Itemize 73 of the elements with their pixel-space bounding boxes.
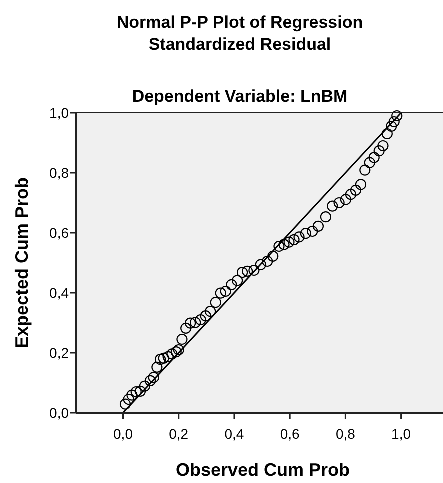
point [200, 310, 212, 322]
point [226, 279, 238, 290]
y-tick-label: 0,2 [50, 345, 70, 361]
point [392, 110, 403, 122]
point [134, 386, 146, 397]
point [173, 344, 184, 356]
point [255, 259, 266, 270]
point [170, 346, 182, 358]
x-axis-title: Observed Cum Prob [176, 460, 350, 480]
x-tick-label: 0,0 [114, 426, 134, 442]
point [327, 200, 338, 212]
point [130, 386, 142, 398]
point [123, 394, 134, 406]
point [210, 297, 222, 308]
x-tick-label: 0,2 [169, 426, 189, 442]
point [374, 146, 385, 157]
point [195, 314, 206, 326]
point [120, 398, 132, 410]
point [345, 189, 357, 200]
point [360, 164, 371, 176]
x-tick-label: 0,6 [280, 426, 300, 442]
point [288, 234, 300, 246]
point [382, 128, 393, 140]
point [144, 375, 156, 386]
point [355, 179, 367, 190]
point [176, 334, 188, 346]
point [236, 267, 248, 278]
point [242, 266, 254, 277]
point [320, 212, 332, 223]
x-tick-label: 0,4 [224, 426, 244, 442]
point [368, 152, 380, 164]
point [139, 380, 150, 392]
point [294, 232, 305, 243]
x-tick-label: 1,0 [392, 426, 412, 442]
point [364, 157, 376, 168]
point [152, 362, 163, 373]
point [248, 264, 260, 276]
point [215, 288, 226, 299]
point [334, 197, 345, 209]
point [312, 220, 324, 232]
y-tick-label: 1,0 [50, 105, 70, 121]
point [278, 239, 290, 250]
point [148, 372, 160, 384]
y-tick-label: 0,0 [50, 405, 70, 421]
point [350, 184, 362, 196]
point [307, 226, 318, 238]
point [386, 120, 398, 132]
point [185, 318, 196, 329]
y-axis-title: Expected Cum Prob [12, 177, 32, 349]
point [205, 306, 216, 318]
point [158, 352, 170, 364]
y-tick-label: 0,4 [50, 285, 70, 301]
point [274, 240, 285, 252]
y-tick-label: 0,6 [50, 225, 70, 241]
point [162, 351, 174, 362]
point [232, 275, 244, 286]
point [378, 140, 389, 152]
y-tick-label: 0,8 [50, 165, 70, 181]
point [284, 236, 295, 248]
point [190, 317, 202, 328]
point [262, 256, 274, 268]
point [126, 390, 138, 401]
point [220, 286, 232, 298]
chart-subtitle: Dependent Variable: LnBM [132, 87, 348, 106]
point [340, 194, 352, 206]
point [388, 116, 400, 128]
chart-title: Normal P-P Plot of Regression Standardized Residual [116, 13, 364, 54]
point [268, 250, 279, 262]
x-tick-label: 0,8 [336, 426, 356, 442]
point [180, 322, 192, 334]
point [154, 354, 166, 366]
point [166, 348, 178, 360]
point [300, 228, 312, 240]
